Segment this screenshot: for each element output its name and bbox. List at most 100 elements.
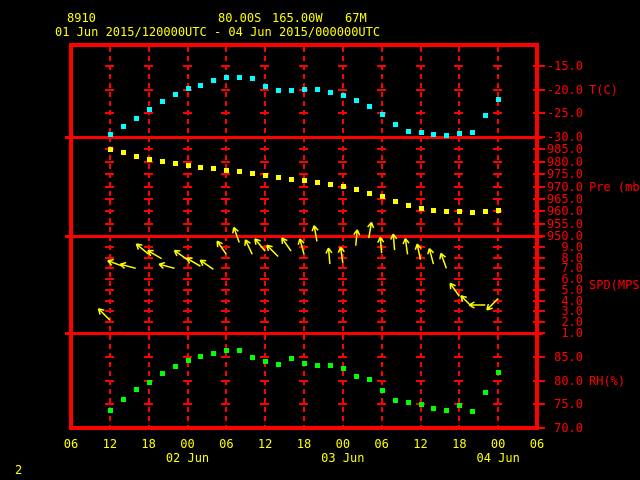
grid-cross — [143, 267, 153, 270]
grid-line — [108, 47, 111, 426]
grid-cross — [337, 148, 347, 151]
grid-cross — [143, 355, 153, 358]
grid-cross — [221, 278, 231, 281]
grid-cross — [182, 288, 192, 291]
grid-cross — [415, 148, 425, 151]
x-tick-label: 00 — [490, 437, 506, 451]
grid-cross — [104, 160, 114, 163]
y-axis-tick — [533, 245, 545, 248]
grid-cross — [104, 112, 114, 115]
grid-cross — [493, 355, 503, 358]
grid-cross — [299, 403, 308, 406]
relative-humidity-marker — [353, 373, 359, 379]
grid-cross — [104, 197, 114, 200]
y-tick-label: 70.0 — [554, 421, 583, 435]
grid-cross — [454, 355, 464, 358]
y-axis-unit-label: Pre (mb) — [589, 179, 640, 194]
y-tick-label: 955.0 — [546, 216, 583, 231]
relative-humidity-marker — [107, 407, 113, 413]
y-tick-label: -30.0 — [546, 130, 583, 144]
relative-humidity-marker — [431, 406, 437, 412]
grid-cross — [182, 210, 192, 213]
grid-cross — [415, 379, 425, 382]
grid-cross — [260, 299, 270, 302]
station-latitude: 80.00S — [218, 11, 262, 25]
y-tick-label: 975.0 — [546, 167, 583, 182]
temperature-marker — [405, 128, 411, 134]
temperature-marker — [263, 84, 269, 90]
pressure-marker — [250, 170, 256, 176]
grid-cross — [260, 256, 270, 259]
relative-humidity-marker — [159, 371, 165, 377]
grid-cross — [143, 160, 153, 163]
pressure-marker — [159, 159, 165, 164]
grid-cross — [376, 222, 386, 225]
relative-humidity-marker — [237, 348, 243, 354]
temperature-marker — [457, 130, 463, 136]
grid-cross — [221, 256, 231, 259]
y-tick-label: -15.0 — [546, 58, 583, 73]
y-axis-tick — [533, 267, 545, 270]
grid-cross — [376, 288, 386, 291]
grid-cross — [221, 88, 231, 91]
grid-cross — [260, 64, 270, 67]
y-tick-label: 985.0 — [546, 142, 583, 157]
y-axis-tick — [533, 88, 545, 91]
grid-cross — [221, 222, 231, 225]
grid-cross — [104, 256, 114, 259]
grid-cross — [299, 112, 308, 115]
grid-cross — [376, 267, 386, 270]
grid-cross — [182, 148, 192, 151]
grid-cross — [415, 88, 425, 91]
y-axis-tick — [533, 379, 545, 382]
pressure-marker — [107, 146, 113, 152]
pressure-marker — [470, 209, 476, 215]
pressure-marker — [405, 202, 411, 208]
pressure-marker — [172, 161, 178, 167]
grid-cross — [454, 267, 464, 270]
grid-cross — [299, 288, 308, 291]
y-tick-label: 9.0 — [561, 239, 583, 254]
y-tick-label: -20.0 — [546, 82, 583, 97]
pressure-marker — [224, 167, 230, 173]
y-axis-tick — [533, 403, 545, 406]
grid-cross — [337, 245, 347, 248]
relative-humidity-marker — [211, 350, 217, 356]
temperature-marker — [250, 76, 256, 82]
grid-cross — [454, 245, 464, 248]
grid-cross — [337, 64, 347, 67]
temperature-marker — [379, 112, 385, 118]
relative-humidity-marker — [418, 402, 424, 408]
grid-cross — [221, 379, 231, 382]
grid-cross — [221, 321, 231, 324]
grid-cross — [221, 112, 231, 115]
relative-humidity-marker — [405, 399, 411, 405]
relative-humidity-marker — [289, 355, 295, 361]
grid-cross — [299, 245, 308, 248]
grid-cross — [260, 267, 270, 270]
grid-cross — [182, 299, 192, 302]
grid-cross — [260, 355, 270, 358]
relative-humidity-marker — [120, 396, 126, 402]
grid-cross — [454, 173, 464, 176]
grid-cross — [493, 222, 503, 225]
relative-humidity-marker — [198, 353, 204, 359]
grid-cross — [415, 299, 425, 302]
y-tick-label: 3.0 — [561, 304, 583, 319]
grid-cross — [143, 88, 153, 91]
grid-line — [225, 47, 228, 426]
grid-cross — [260, 278, 270, 281]
pressure-marker — [276, 174, 282, 180]
y-axis-tick — [533, 355, 545, 358]
y-tick-label: 8.0 — [561, 250, 583, 265]
grid-cross — [143, 148, 153, 151]
pressure-marker — [211, 166, 217, 172]
grid-cross — [104, 288, 114, 291]
y-axis-unit-label: RH(%) — [589, 373, 626, 388]
grid-cross — [376, 321, 386, 324]
pressure-marker — [483, 209, 489, 215]
grid-cross — [182, 222, 192, 225]
grid-cross — [493, 112, 503, 115]
x-tick-label: 06 — [219, 437, 234, 451]
grid-cross — [454, 185, 464, 188]
